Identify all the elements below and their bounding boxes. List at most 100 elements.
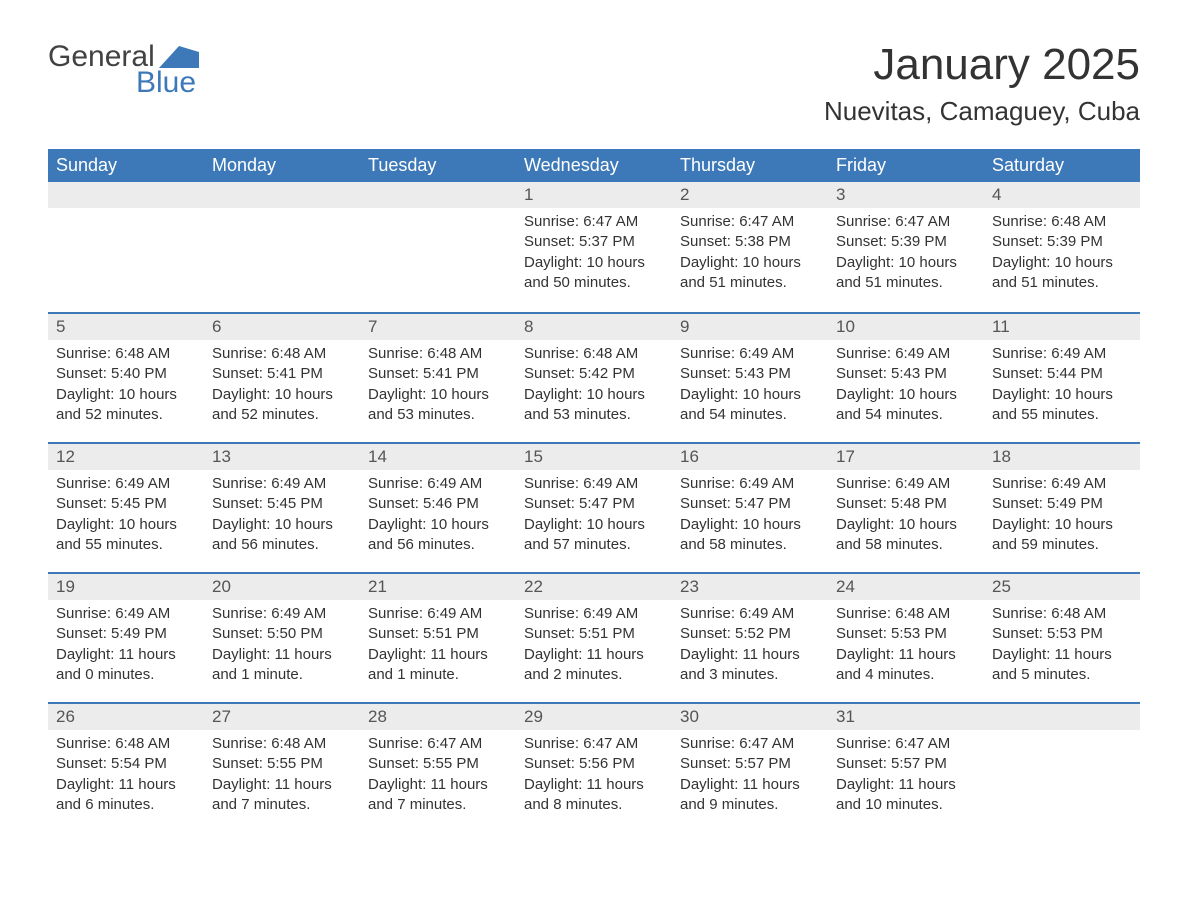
day-details: Sunrise: 6:49 AMSunset: 5:46 PMDaylight:… xyxy=(360,470,516,563)
calendar-day-cell: 1Sunrise: 6:47 AMSunset: 5:37 PMDaylight… xyxy=(516,182,672,312)
sunrise-text: Sunrise: 6:49 AM xyxy=(212,604,352,624)
calendar-day-cell: 17Sunrise: 6:49 AMSunset: 5:48 PMDayligh… xyxy=(828,442,984,572)
daylight-text: Daylight: 11 hours and 9 minutes. xyxy=(680,775,820,816)
daylight-text: Daylight: 11 hours and 7 minutes. xyxy=(212,775,352,816)
sunset-text: Sunset: 5:39 PM xyxy=(992,232,1132,252)
calendar-day-cell: 5Sunrise: 6:48 AMSunset: 5:40 PMDaylight… xyxy=(48,312,204,442)
day-number xyxy=(48,182,204,208)
day-details: Sunrise: 6:49 AMSunset: 5:43 PMDaylight:… xyxy=(672,340,828,433)
calendar-day-cell: 26Sunrise: 6:48 AMSunset: 5:54 PMDayligh… xyxy=(48,702,204,832)
day-details: Sunrise: 6:49 AMSunset: 5:45 PMDaylight:… xyxy=(204,470,360,563)
daylight-text: Daylight: 10 hours and 53 minutes. xyxy=(368,385,508,426)
daylight-text: Daylight: 10 hours and 52 minutes. xyxy=(212,385,352,426)
sunrise-text: Sunrise: 6:47 AM xyxy=(680,212,820,232)
day-number: 4 xyxy=(984,182,1140,208)
sunset-text: Sunset: 5:39 PM xyxy=(836,232,976,252)
day-details: Sunrise: 6:47 AMSunset: 5:57 PMDaylight:… xyxy=(828,730,984,823)
title-block: January 2025 Nuevitas, Camaguey, Cuba xyxy=(824,40,1140,127)
day-number: 12 xyxy=(48,442,204,470)
daylight-text: Daylight: 11 hours and 1 minute. xyxy=(368,645,508,686)
day-details: Sunrise: 6:47 AMSunset: 5:38 PMDaylight:… xyxy=(672,208,828,301)
daylight-text: Daylight: 10 hours and 51 minutes. xyxy=(992,253,1132,294)
day-number xyxy=(984,702,1140,730)
sunrise-text: Sunrise: 6:49 AM xyxy=(680,474,820,494)
sunrise-text: Sunrise: 6:49 AM xyxy=(836,344,976,364)
sunrise-text: Sunrise: 6:49 AM xyxy=(680,344,820,364)
sunrise-text: Sunrise: 6:47 AM xyxy=(524,212,664,232)
calendar-day-cell xyxy=(48,182,204,312)
calendar-day-cell: 7Sunrise: 6:48 AMSunset: 5:41 PMDaylight… xyxy=(360,312,516,442)
daylight-text: Daylight: 10 hours and 54 minutes. xyxy=(680,385,820,426)
sunrise-text: Sunrise: 6:49 AM xyxy=(368,474,508,494)
month-title: January 2025 xyxy=(824,40,1140,90)
day-details: Sunrise: 6:49 AMSunset: 5:51 PMDaylight:… xyxy=(360,600,516,693)
day-details: Sunrise: 6:48 AMSunset: 5:41 PMDaylight:… xyxy=(360,340,516,433)
calendar-day-cell xyxy=(204,182,360,312)
sunset-text: Sunset: 5:43 PM xyxy=(680,364,820,384)
day-details: Sunrise: 6:47 AMSunset: 5:55 PMDaylight:… xyxy=(360,730,516,823)
day-details: Sunrise: 6:49 AMSunset: 5:51 PMDaylight:… xyxy=(516,600,672,693)
sunrise-text: Sunrise: 6:48 AM xyxy=(56,734,196,754)
day-details: Sunrise: 6:47 AMSunset: 5:37 PMDaylight:… xyxy=(516,208,672,301)
sunrise-text: Sunrise: 6:48 AM xyxy=(836,604,976,624)
daylight-text: Daylight: 10 hours and 55 minutes. xyxy=(56,515,196,556)
day-number: 19 xyxy=(48,572,204,600)
sunrise-text: Sunrise: 6:49 AM xyxy=(368,604,508,624)
day-details: Sunrise: 6:49 AMSunset: 5:48 PMDaylight:… xyxy=(828,470,984,563)
day-number: 10 xyxy=(828,312,984,340)
day-details: Sunrise: 6:48 AMSunset: 5:40 PMDaylight:… xyxy=(48,340,204,433)
calendar-day-cell: 22Sunrise: 6:49 AMSunset: 5:51 PMDayligh… xyxy=(516,572,672,702)
day-number: 3 xyxy=(828,182,984,208)
daylight-text: Daylight: 10 hours and 50 minutes. xyxy=(524,253,664,294)
day-details: Sunrise: 6:48 AMSunset: 5:42 PMDaylight:… xyxy=(516,340,672,433)
day-number: 27 xyxy=(204,702,360,730)
weekday-header-row: Sunday Monday Tuesday Wednesday Thursday… xyxy=(48,149,1140,182)
calendar-day-cell: 18Sunrise: 6:49 AMSunset: 5:49 PMDayligh… xyxy=(984,442,1140,572)
daylight-text: Daylight: 11 hours and 1 minute. xyxy=(212,645,352,686)
page-header: General Blue January 2025 Nuevitas, Cama… xyxy=(48,40,1140,127)
sunset-text: Sunset: 5:44 PM xyxy=(992,364,1132,384)
day-details: Sunrise: 6:48 AMSunset: 5:53 PMDaylight:… xyxy=(828,600,984,693)
daylight-text: Daylight: 10 hours and 53 minutes. xyxy=(524,385,664,426)
day-details: Sunrise: 6:48 AMSunset: 5:39 PMDaylight:… xyxy=(984,208,1140,301)
day-number: 11 xyxy=(984,312,1140,340)
sunset-text: Sunset: 5:56 PM xyxy=(524,754,664,774)
day-details: Sunrise: 6:47 AMSunset: 5:39 PMDaylight:… xyxy=(828,208,984,301)
calendar-day-cell: 30Sunrise: 6:47 AMSunset: 5:57 PMDayligh… xyxy=(672,702,828,832)
sunrise-text: Sunrise: 6:49 AM xyxy=(56,604,196,624)
sunrise-text: Sunrise: 6:49 AM xyxy=(992,474,1132,494)
sunset-text: Sunset: 5:37 PM xyxy=(524,232,664,252)
day-details: Sunrise: 6:49 AMSunset: 5:49 PMDaylight:… xyxy=(984,470,1140,563)
day-details: Sunrise: 6:49 AMSunset: 5:47 PMDaylight:… xyxy=(516,470,672,563)
sunset-text: Sunset: 5:49 PM xyxy=(56,624,196,644)
daylight-text: Daylight: 11 hours and 8 minutes. xyxy=(524,775,664,816)
sunrise-text: Sunrise: 6:48 AM xyxy=(212,734,352,754)
day-details: Sunrise: 6:49 AMSunset: 5:43 PMDaylight:… xyxy=(828,340,984,433)
daylight-text: Daylight: 11 hours and 4 minutes. xyxy=(836,645,976,686)
day-number: 9 xyxy=(672,312,828,340)
weekday-header: Friday xyxy=(828,149,984,182)
calendar-day-cell: 10Sunrise: 6:49 AMSunset: 5:43 PMDayligh… xyxy=(828,312,984,442)
sunrise-text: Sunrise: 6:48 AM xyxy=(56,344,196,364)
day-number: 26 xyxy=(48,702,204,730)
sunset-text: Sunset: 5:57 PM xyxy=(680,754,820,774)
calendar-day-cell: 9Sunrise: 6:49 AMSunset: 5:43 PMDaylight… xyxy=(672,312,828,442)
daylight-text: Daylight: 10 hours and 58 minutes. xyxy=(836,515,976,556)
day-number: 14 xyxy=(360,442,516,470)
sunrise-text: Sunrise: 6:48 AM xyxy=(524,344,664,364)
sunset-text: Sunset: 5:46 PM xyxy=(368,494,508,514)
sunset-text: Sunset: 5:51 PM xyxy=(524,624,664,644)
weekday-header: Saturday xyxy=(984,149,1140,182)
day-details: Sunrise: 6:49 AMSunset: 5:47 PMDaylight:… xyxy=(672,470,828,563)
logo: General Blue xyxy=(48,40,199,100)
sunset-text: Sunset: 5:52 PM xyxy=(680,624,820,644)
sunrise-text: Sunrise: 6:48 AM xyxy=(992,604,1132,624)
sunrise-text: Sunrise: 6:49 AM xyxy=(680,604,820,624)
daylight-text: Daylight: 11 hours and 2 minutes. xyxy=(524,645,664,686)
sunset-text: Sunset: 5:41 PM xyxy=(368,364,508,384)
calendar-week-row: 26Sunrise: 6:48 AMSunset: 5:54 PMDayligh… xyxy=(48,702,1140,832)
day-number xyxy=(204,182,360,208)
day-details: Sunrise: 6:48 AMSunset: 5:55 PMDaylight:… xyxy=(204,730,360,823)
day-number: 13 xyxy=(204,442,360,470)
day-number: 15 xyxy=(516,442,672,470)
